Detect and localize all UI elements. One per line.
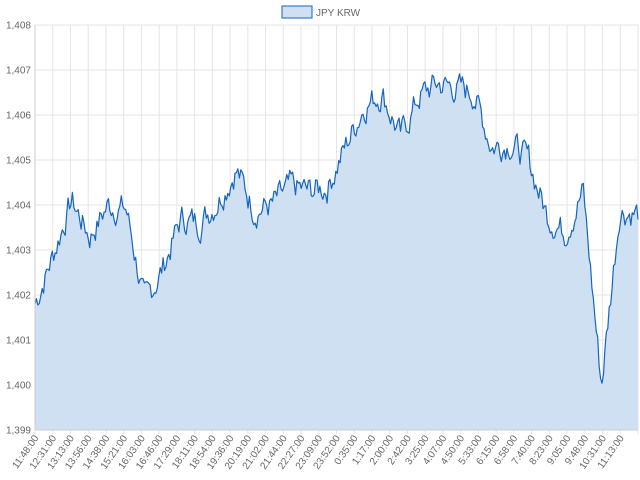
x-axis: 11:48:0012:31:0013:13:0013:56:0014:38:00… xyxy=(11,429,638,472)
y-tick-label: 1,399 xyxy=(6,426,31,437)
y-tick-label: 1,403 xyxy=(6,246,31,257)
y-tick-label: 1,402 xyxy=(6,291,31,302)
y-tick-label: 1,404 xyxy=(6,201,31,212)
legend-label-jpy-krw: JPY KRW xyxy=(316,8,361,19)
y-tick-label: 1,408 xyxy=(6,21,31,32)
y-tick-label: 1,400 xyxy=(6,381,31,392)
series-line-path xyxy=(34,73,639,384)
legend-swatch xyxy=(281,5,313,19)
legend[interactable]: JPY KRW xyxy=(281,5,361,19)
series-line xyxy=(34,73,639,384)
y-tick-label: 1,405 xyxy=(6,156,31,167)
y-tick-label: 1,406 xyxy=(6,111,31,122)
y-tick-label: 1,401 xyxy=(6,336,31,347)
series-area-fill xyxy=(35,73,638,431)
y-axis: 1,399 1,400 1,401 1,402 1,403 1,404 1,405 1,406… xyxy=(6,21,36,437)
y-tick-label: 1,407 xyxy=(6,66,31,77)
series-area xyxy=(35,73,638,431)
